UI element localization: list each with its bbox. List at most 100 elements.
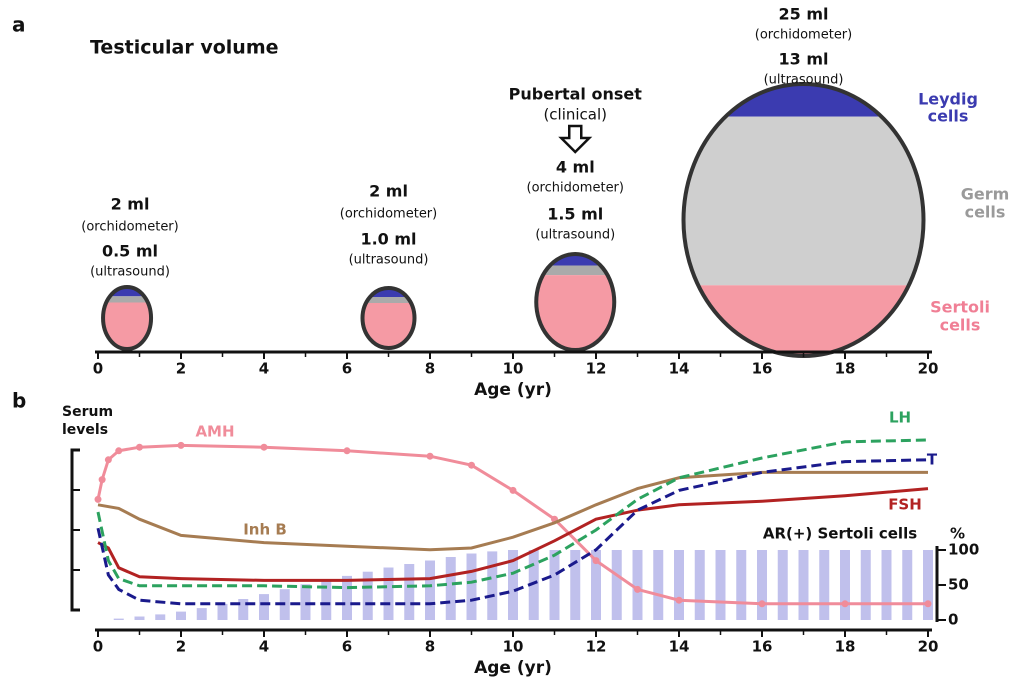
x-tick-label: 20: [918, 638, 939, 656]
bar: [799, 550, 809, 620]
point: [178, 442, 185, 449]
x-tick-label: 0: [93, 360, 103, 378]
method-label: (ultrasound): [90, 265, 170, 280]
bar: [674, 550, 684, 620]
y2-unit: %: [950, 525, 965, 543]
point: [99, 476, 106, 483]
orchidometer-value: 4 ml: [556, 158, 595, 177]
x-tick-label: 12: [586, 638, 607, 656]
series-label: LH: [889, 409, 911, 427]
point: [676, 597, 683, 604]
x-axis-title: Age (yr): [474, 380, 552, 400]
method-label: (ultrasound): [764, 73, 844, 88]
bar: [882, 550, 892, 620]
bar: [757, 550, 767, 620]
panel-title: Testicular volume: [90, 37, 279, 59]
bar: [135, 617, 145, 621]
bar: [446, 557, 456, 620]
bar: [736, 550, 746, 620]
x-tick-label: 0: [93, 638, 103, 656]
orchidometer-value: 2 ml: [369, 182, 408, 201]
x-tick-label: 8: [425, 638, 435, 656]
x-tick-label: 18: [835, 360, 856, 378]
x-tick-label: 4: [259, 638, 269, 656]
ultrasound-value: 13 ml: [779, 50, 829, 69]
layer-label: cells: [940, 316, 981, 335]
y2-tick-label: 50: [948, 576, 969, 594]
x-tick-label: 10: [503, 360, 524, 378]
y-axis-title: levels: [62, 422, 108, 438]
series-label: AMH: [195, 423, 234, 441]
series-label: FSH: [888, 496, 922, 514]
bar: [425, 561, 435, 621]
leydig-layer: [684, 84, 924, 117]
annotation: (clinical): [543, 106, 607, 124]
bar: [114, 619, 124, 620]
point: [510, 487, 517, 494]
layer-label: cells: [928, 107, 969, 126]
bar: [155, 614, 165, 620]
x-tick-label: 2: [176, 638, 186, 656]
method-label: (ultrasound): [535, 228, 615, 243]
method-label: (orchidometer): [81, 220, 178, 235]
panel-label: b: [12, 389, 26, 413]
point: [105, 456, 112, 463]
bar: [218, 604, 228, 620]
bar: [384, 568, 394, 621]
annotation: Pubertal onset: [509, 85, 643, 104]
point: [759, 600, 766, 607]
y2-tick-label: 0: [948, 611, 958, 629]
bar: [923, 550, 933, 620]
series-label: T: [927, 451, 938, 469]
bar: [404, 564, 414, 620]
x-tick-label: 16: [752, 360, 773, 378]
point: [427, 453, 434, 460]
bar: [238, 599, 248, 620]
bar: [570, 550, 580, 620]
x-tick-label: 8: [425, 360, 435, 378]
bar: [695, 550, 705, 620]
x-tick-label: 16: [752, 638, 773, 656]
point: [136, 444, 143, 451]
point: [925, 600, 932, 607]
ultrasound-value: 1.5 ml: [547, 205, 603, 224]
bar: [342, 576, 352, 620]
layer-label: cells: [965, 203, 1006, 222]
series-label: AR(+) Sertoli cells: [763, 525, 917, 543]
point: [634, 586, 641, 593]
ultrasound-value: 1.0 ml: [360, 230, 416, 249]
bar: [467, 554, 477, 621]
bar: [778, 550, 788, 620]
x-tick-label: 14: [669, 360, 690, 378]
x-tick-label: 4: [259, 360, 269, 378]
figure: aTesticular volume2 ml(orchidometer)0.5 …: [0, 0, 1024, 682]
method-label: (orchidometer): [527, 181, 624, 196]
bar: [550, 550, 560, 620]
x-axis-title: Age (yr): [474, 658, 552, 678]
y-axis-title: Serum: [62, 404, 113, 420]
y2-tick-label: 100: [948, 541, 979, 559]
bar: [176, 612, 186, 620]
x-tick-label: 20: [918, 360, 939, 378]
point: [468, 462, 475, 469]
bar: [301, 584, 311, 620]
series-label: Inh B: [243, 521, 287, 539]
point: [842, 600, 849, 607]
bar: [861, 550, 871, 620]
x-tick-label: 14: [669, 638, 690, 656]
orchidometer-value: 25 ml: [779, 5, 829, 24]
layer-label: Sertoli: [930, 298, 990, 317]
bar: [653, 550, 663, 620]
bar: [197, 608, 207, 620]
bar: [612, 550, 622, 620]
x-tick-label: 12: [586, 360, 607, 378]
method-label: (orchidometer): [755, 28, 852, 43]
bar: [487, 551, 497, 620]
method-label: (orchidometer): [340, 207, 437, 222]
orchidometer-value: 2 ml: [111, 195, 150, 214]
method-label: (ultrasound): [349, 253, 429, 268]
panel-label: a: [12, 13, 26, 37]
point: [115, 447, 122, 454]
germ-layer: [684, 117, 924, 286]
point: [593, 557, 600, 564]
